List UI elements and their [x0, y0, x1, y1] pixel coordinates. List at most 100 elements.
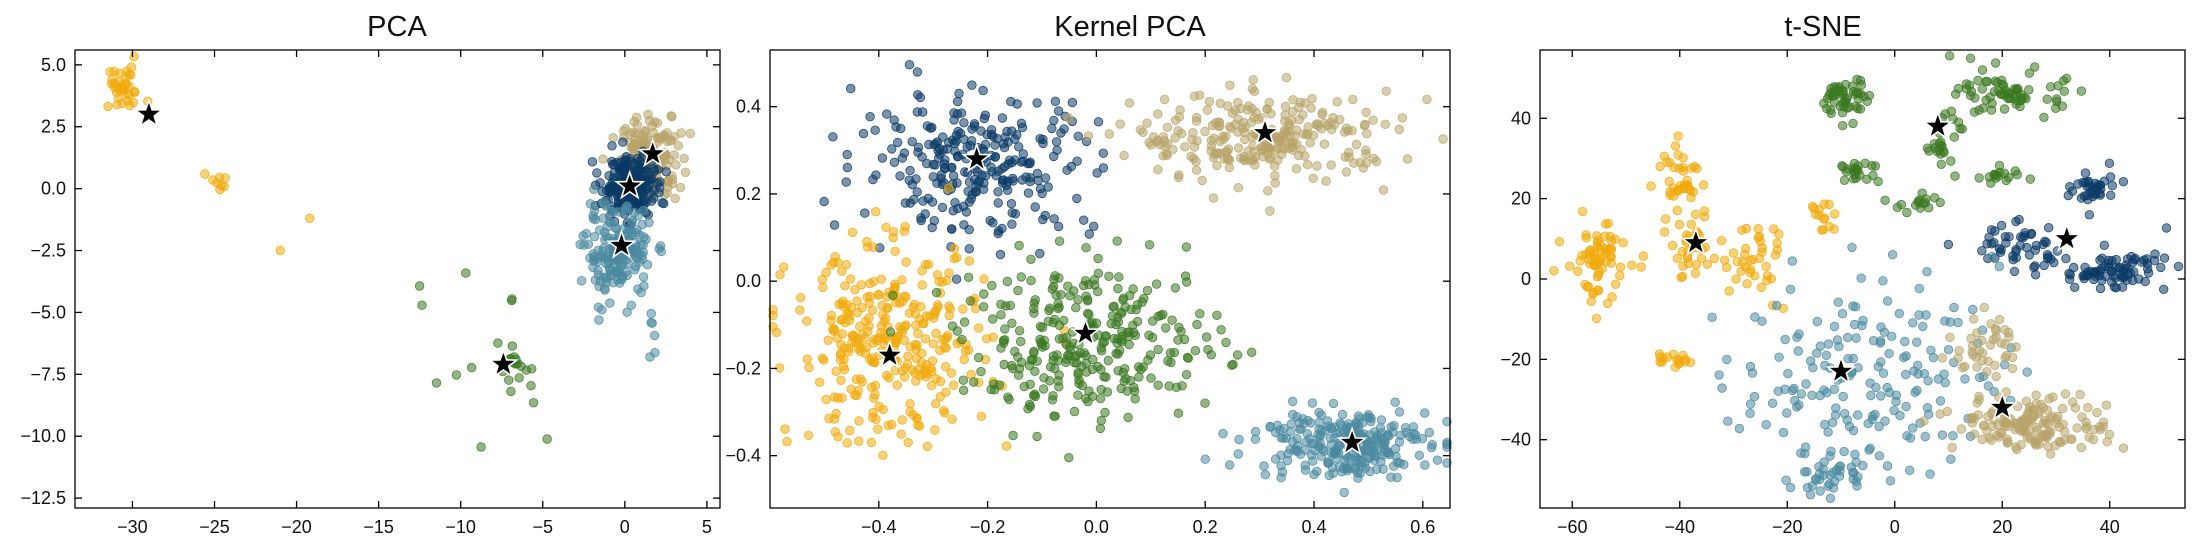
plot-frame [74, 49, 721, 509]
scatter-point [1873, 362, 1884, 372]
scatter-point [1093, 253, 1103, 264]
scatter-point [936, 173, 946, 184]
scatter-point [2038, 402, 2049, 413]
scatter-point [607, 141, 617, 151]
scatter-point [1991, 371, 2001, 382]
scatter-point [845, 274, 856, 284]
scatter-point [1030, 202, 1040, 212]
scatter-point [1003, 185, 1013, 196]
scatter-point [937, 202, 948, 213]
scatter-point [1856, 273, 1866, 283]
scatter-point [2011, 91, 2021, 101]
scatter-point [1321, 176, 1331, 186]
scatter-point [850, 390, 860, 400]
scatter-point [1045, 303, 1055, 313]
scatter-point [1087, 364, 1098, 375]
scatter-point [896, 123, 906, 134]
scatter-point [1012, 130, 1022, 140]
scatter-point [1823, 481, 1833, 491]
scatter-point [1301, 437, 1311, 447]
scatter-point [641, 197, 651, 208]
scatter-point [1627, 260, 1637, 270]
scatter-point [899, 148, 910, 158]
scatter-point [675, 182, 686, 193]
scatter-point [2077, 412, 2087, 422]
scatter-point [1375, 423, 1386, 433]
scatter-point [1577, 206, 1588, 217]
scatter-point [1742, 279, 1752, 289]
scatter-point [1181, 370, 1192, 380]
scatter-point [976, 366, 986, 377]
scatter-point [969, 121, 980, 131]
scatter-point [1572, 266, 1583, 277]
scatter-point [585, 253, 595, 263]
scatter-point [1062, 354, 1072, 364]
scatter-point [1991, 325, 2001, 336]
scatter-point [1353, 421, 1364, 431]
scatter-point [1302, 159, 1313, 170]
scatter-point [527, 364, 537, 374]
scatter-point [1401, 427, 1411, 438]
scatter-point [1123, 412, 1133, 423]
scatter-point [2106, 266, 2117, 277]
scatter-point [1092, 168, 1102, 178]
scatter-point [1147, 332, 1158, 343]
scatter-point [1038, 214, 1048, 225]
scatter-point [927, 222, 937, 233]
scatter-point [1939, 369, 1949, 379]
scatter-point [847, 337, 857, 348]
scatter-point [916, 213, 926, 223]
scatter-point [1904, 465, 1915, 476]
scatter-point [1326, 117, 1336, 128]
scatter-point [1749, 391, 1760, 402]
scatter-point [2039, 112, 2049, 123]
scatter-point [2045, 82, 2056, 92]
scatter-point [978, 85, 988, 96]
scatter-point [958, 385, 969, 396]
scatter-point [1072, 156, 1082, 166]
scatter-point [1935, 197, 1945, 208]
scatter-point [1287, 436, 1298, 447]
scatter-point [589, 231, 600, 242]
scatter-point [2020, 414, 2031, 425]
scatter-point [1757, 316, 1767, 326]
scatter-point [2034, 439, 2045, 449]
scatter-point [685, 128, 696, 139]
scatter-point [928, 339, 938, 349]
scatter-point [2067, 186, 2078, 196]
scatter-point [1935, 396, 1946, 406]
scatter-point [911, 353, 922, 364]
scatter-point [2025, 174, 2036, 184]
scatter-point [2010, 166, 2021, 176]
scatter-point [947, 321, 958, 331]
scatter-point [980, 110, 991, 120]
scatter-point [1912, 360, 1923, 371]
y-tick-label: −2.5 [30, 241, 66, 261]
scatter-point [1173, 408, 1184, 418]
scatter-point [583, 239, 594, 249]
scatter-point [633, 211, 643, 221]
scatter-point [995, 249, 1006, 260]
scatter-point [1048, 351, 1059, 361]
scatter-point [1900, 336, 1910, 347]
scatter-point [1173, 172, 1184, 183]
scatter-point [920, 334, 931, 344]
scatter-point [954, 88, 964, 99]
scatter-point [414, 281, 425, 291]
scatter-point [1605, 231, 1616, 242]
scatter-point [1200, 454, 1211, 464]
scatter-point [1100, 331, 1111, 341]
scatter-point [1291, 164, 1302, 174]
scatter-point [1037, 342, 1048, 352]
scatter-point [1160, 323, 1171, 333]
scatter-point [1672, 205, 1683, 216]
scatter-point [1848, 425, 1859, 436]
scatter-point [220, 173, 230, 183]
scatter-point [815, 377, 825, 388]
scatter-point [1206, 350, 1217, 360]
scatter-point [1116, 307, 1126, 317]
scatter-point [2011, 342, 2021, 352]
scatter-point [1098, 148, 1109, 158]
scatter-point [1583, 281, 1594, 292]
scatter-point [1815, 341, 1826, 351]
